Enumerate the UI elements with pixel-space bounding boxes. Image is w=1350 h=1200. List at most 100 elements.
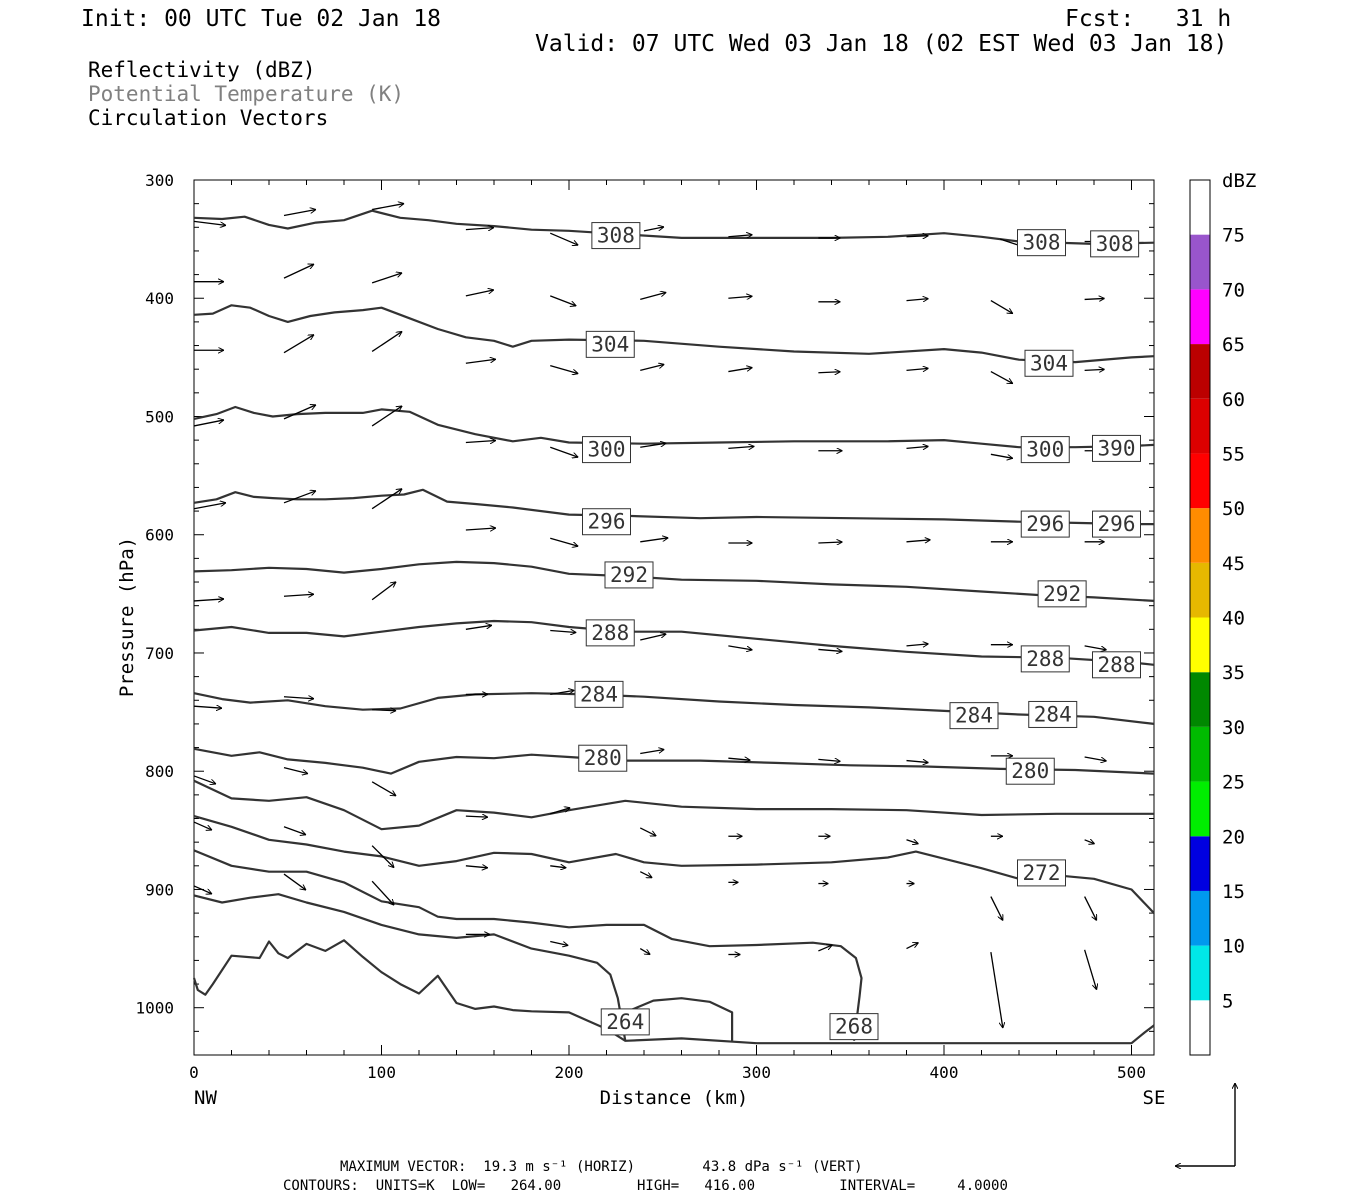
contour-label: 268 bbox=[835, 1015, 873, 1039]
circulation-vector bbox=[465, 866, 488, 868]
contour-labels: 308 308 308 304 304 300 300 390 296 296 296 292 292 2… bbox=[574, 222, 1141, 1041]
colorbar-tick-label: 65 bbox=[1222, 334, 1245, 356]
circulation-vector bbox=[1084, 756, 1107, 761]
circulation-vector bbox=[283, 405, 316, 420]
circulation-vector bbox=[728, 645, 752, 650]
circulation-vector bbox=[906, 941, 919, 950]
colorbar-title: dBZ bbox=[1222, 170, 1256, 192]
circulation-vector bbox=[193, 706, 222, 708]
circulation-vector bbox=[372, 204, 404, 211]
theta-contour-264 bbox=[624, 997, 734, 1041]
theta-contour-268 bbox=[193, 849, 863, 1041]
contour-label-box bbox=[1037, 580, 1087, 608]
theta-contour-308 bbox=[193, 209, 1155, 245]
theta-contour-260 bbox=[192, 939, 1155, 1045]
contour-label-box bbox=[1020, 645, 1070, 673]
circulation-vector bbox=[193, 599, 224, 601]
max-vector-info: MAXIMUM VECTOR: 19.3 m s⁻¹ (HORIZ) 43.8 … bbox=[340, 1159, 863, 1175]
contour-label: 292 bbox=[610, 563, 648, 587]
contour-label: 296 bbox=[588, 510, 626, 534]
circulation-vector bbox=[906, 368, 929, 370]
circulation-vector bbox=[990, 370, 1013, 385]
circulation-vector bbox=[372, 710, 396, 711]
circulation-vector bbox=[283, 826, 306, 835]
theta-contour-292 bbox=[193, 560, 1155, 602]
x-tick-label: 300 bbox=[742, 1063, 771, 1082]
circulation-vector bbox=[371, 880, 394, 905]
circulation-vector bbox=[283, 491, 316, 504]
circulation-vector bbox=[818, 542, 842, 543]
circulation-vector bbox=[728, 296, 752, 298]
contour-label: 300 bbox=[588, 438, 626, 462]
x-tick-label: 200 bbox=[555, 1063, 584, 1082]
colorbar-tick-label: 75 bbox=[1222, 225, 1245, 247]
circulation-vector bbox=[283, 264, 314, 279]
right-end-label: SE bbox=[1143, 1087, 1166, 1109]
contour-label-box bbox=[600, 1008, 650, 1036]
circulation-vector bbox=[193, 885, 212, 894]
colorbar-tick-label: 40 bbox=[1222, 608, 1245, 630]
circulation-vector bbox=[818, 759, 840, 761]
circulation-vector bbox=[640, 292, 666, 301]
circulation-vector bbox=[549, 232, 578, 245]
contour-label-box bbox=[585, 330, 635, 358]
circulation-vector bbox=[283, 767, 308, 774]
x-tick-label: 500 bbox=[1117, 1063, 1146, 1082]
circulation-vector bbox=[371, 406, 402, 427]
circulation-vector bbox=[640, 749, 664, 755]
colorbar-bin bbox=[1190, 890, 1210, 946]
circulation-vector bbox=[818, 372, 840, 373]
circulation-vector bbox=[906, 540, 931, 542]
circulation-vector bbox=[1084, 949, 1097, 990]
colorbar-bin bbox=[1190, 726, 1210, 782]
contour-label-box bbox=[591, 222, 641, 250]
circulation-vector bbox=[906, 236, 929, 237]
circulation-vector bbox=[283, 209, 316, 217]
contour-label: 288 bbox=[591, 621, 629, 645]
circulation-vector bbox=[465, 528, 496, 530]
circulation-vector bbox=[550, 808, 570, 815]
circulation-vector bbox=[371, 582, 396, 601]
circulation-vector bbox=[640, 538, 668, 543]
contour-label-box bbox=[1017, 859, 1066, 887]
circulation-vector bbox=[550, 940, 568, 945]
contour-label-box bbox=[1092, 434, 1141, 462]
y-tick-label: 900 bbox=[145, 880, 174, 899]
circulation-vector bbox=[465, 290, 494, 297]
contour-label: 308 bbox=[597, 224, 635, 248]
colorbar-tick-label: 55 bbox=[1222, 443, 1245, 465]
circulation-vector bbox=[550, 446, 578, 457]
colorbar-tick-label: 10 bbox=[1222, 936, 1245, 958]
circulation-vector bbox=[990, 952, 1003, 1028]
contour-label-box bbox=[949, 702, 999, 730]
circulation-vector bbox=[906, 446, 929, 448]
contour-label-box bbox=[585, 619, 635, 647]
circulation-vector bbox=[639, 871, 652, 879]
circulation-vector bbox=[818, 945, 832, 952]
contour-label-box bbox=[604, 561, 654, 589]
contour-label: 288 bbox=[1098, 653, 1136, 677]
legend-reflectivity: Reflectivity (dBZ) bbox=[88, 58, 316, 82]
circulation-vectors bbox=[193, 204, 1109, 1029]
contour-label-box bbox=[582, 508, 631, 536]
circulation-vector bbox=[990, 896, 1004, 921]
legend-potential-temperature: Potential Temperature (K) bbox=[88, 82, 405, 106]
contour-label: 300 bbox=[1026, 438, 1064, 462]
circulation-vector bbox=[639, 827, 656, 837]
circulation-vector bbox=[640, 364, 664, 372]
colorbar-tick-label: 30 bbox=[1222, 717, 1245, 739]
colorbar-bin bbox=[1190, 781, 1210, 837]
reflectivity-colorbar: 75 70 65 60 55 50 45 40 35 30 25 20 15 10 5 bbox=[1189, 179, 1245, 1056]
contour-label-box bbox=[829, 1013, 879, 1041]
contour-info: CONTOURS: UNITS=K LOW= 264.00 HIGH= 416.… bbox=[283, 1178, 1008, 1194]
contour-label-box bbox=[1017, 229, 1066, 257]
y-tick-label: 300 bbox=[145, 171, 174, 190]
circulation-vector bbox=[550, 365, 578, 374]
circulation-vector bbox=[906, 840, 919, 844]
colorbar-bin bbox=[1190, 398, 1210, 454]
circulation-vector bbox=[643, 227, 664, 232]
circulation-vector bbox=[550, 690, 574, 695]
circulation-vector bbox=[371, 489, 402, 510]
colorbar-border bbox=[1189, 179, 1211, 1056]
contour-label: 390 bbox=[1098, 436, 1136, 460]
